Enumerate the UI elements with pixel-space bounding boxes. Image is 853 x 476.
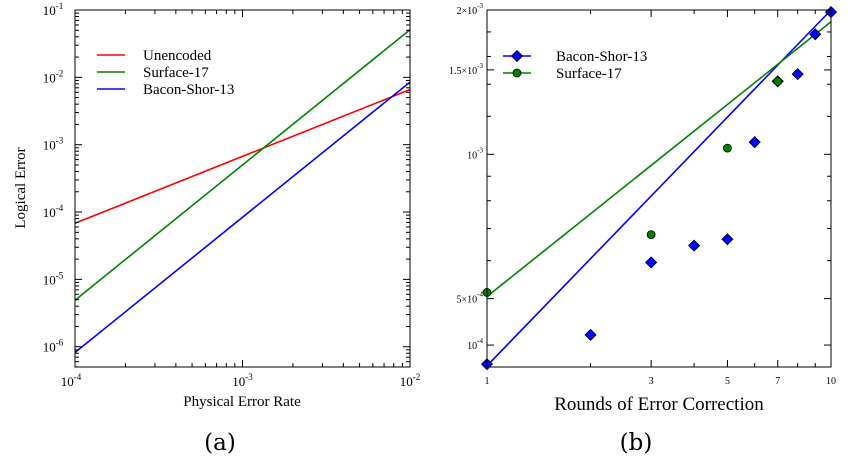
chart-b-plot-frame — [486, 9, 832, 368]
chart-a-series — [74, 29, 411, 354]
chart-a-y-tick-label-5: 10-1 — [43, 1, 64, 18]
chart-a-series-line-2 — [74, 81, 411, 354]
chart-panel-a: 10-4 10-3 10-2 10-6 10-5 10-4 10-3 10-2 10-1 Une… — [13, 1, 420, 456]
chart-a-y-tick-label-0: 10-6 — [43, 338, 64, 355]
chart-b-legend-label-0: Bacon-Shor-13 — [556, 49, 647, 65]
chart-b-point-1-3 — [773, 76, 783, 86]
chart-b-point-0-1 — [584, 328, 597, 341]
chart-a-plot-frame — [74, 9, 411, 368]
chart-b-legend-marker-1 — [512, 68, 522, 78]
chart-b-fit-line-0 — [486, 9, 832, 367]
chart-b-y-tick-label-3: 1.5×10-3 — [449, 62, 483, 77]
chart-a-y-tick-label-1: 10-5 — [43, 270, 64, 287]
chart-b-x-tick-label-0: 1 — [485, 376, 490, 387]
chart-b-x-tick-label-3: 7 — [775, 376, 780, 387]
chart-b-legend-marker-0 — [510, 49, 524, 63]
chart-a-x-tick-label-0: 10-4 — [61, 372, 82, 389]
chart-b-series — [480, 6, 838, 371]
chart-b-point-1-1 — [646, 230, 656, 239]
chart-b-point-0-8 — [809, 28, 822, 41]
chart-b-point-0-3 — [688, 239, 701, 252]
chart-a-x-tick-label-1: 10-3 — [232, 372, 253, 389]
chart-b-fit-line-1 — [486, 21, 832, 298]
chart-a-caption: (a) — [204, 430, 236, 456]
chart-b-ticks: 1 3 5 7 10 10-4 5×10-4 10-3 1.5×10-3 2×10-3 — [449, 2, 836, 387]
chart-a-x-axis-label: Physical Error Rate — [183, 394, 301, 410]
chart-a-y-tick-label-3: 10-3 — [43, 136, 64, 153]
chart-a-x-tick-label-2: 10-2 — [400, 372, 421, 389]
chart-b-y-tick-label-1: 5×10-4 — [457, 291, 484, 306]
chart-panel-b: 1 3 5 7 10 10-4 5×10-4 10-3 1.5×10-3 2×10-3 Bacon… — [449, 2, 838, 456]
chart-b-point-0-5 — [748, 136, 761, 149]
chart-a-y-axis-label: Logical Error — [13, 147, 29, 228]
chart-a-y-tick-label-2: 10-4 — [43, 203, 64, 220]
chart-a-series-line-0 — [74, 88, 411, 225]
chart-a-series-line-1 — [74, 29, 411, 301]
chart-b-caption: (b) — [620, 430, 653, 456]
chart-a-ticks: 10-4 10-3 10-2 10-6 10-5 10-4 10-3 10-2 10-1 — [43, 1, 421, 389]
chart-b-x-tick-label-4: 10 — [826, 376, 836, 387]
chart-b-point-0-4 — [721, 233, 734, 246]
chart-b-y-tick-label-4: 2×10-3 — [457, 2, 484, 17]
chart-a-legend-label-2: Bacon-Shor-13 — [143, 82, 234, 98]
chart-b-x-tick-label-1: 3 — [649, 376, 654, 387]
chart-b-y-tick-label-2: 10-3 — [467, 146, 483, 161]
chart-b-y-tick-label-0: 10-4 — [467, 337, 483, 352]
chart-b-legend-label-1: Surface-17 — [556, 66, 622, 82]
chart-a-legend-label-0: Unencoded — [143, 48, 212, 64]
chart-b-x-tick-label-2: 5 — [725, 376, 730, 387]
chart-a-y-tick-label-4: 10-2 — [43, 68, 64, 85]
chart-b-x-axis-label: Rounds of Error Correction — [554, 394, 764, 415]
chart-b-point-0-2 — [645, 256, 658, 269]
chart-a-legend-label-1: Surface-17 — [143, 65, 209, 81]
chart-b-point-0-7 — [791, 68, 804, 81]
chart-b-point-1-2 — [723, 143, 732, 153]
